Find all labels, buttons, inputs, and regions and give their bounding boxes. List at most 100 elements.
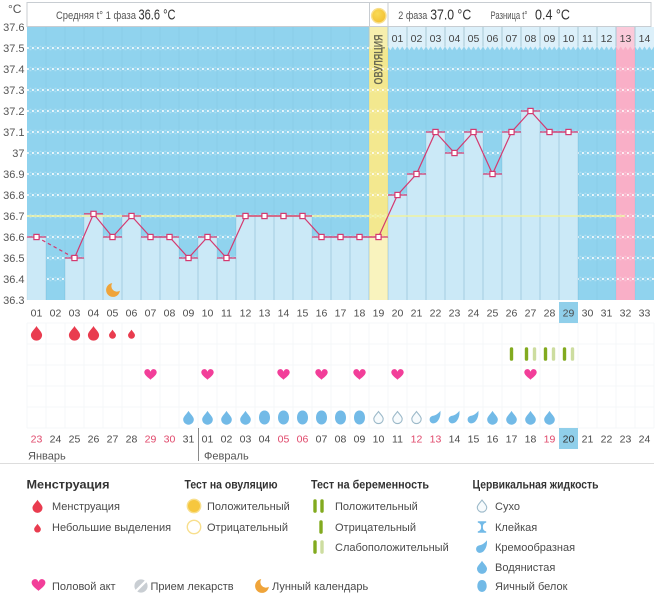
svg-text:25: 25 (487, 308, 499, 320)
svg-text:10: 10 (563, 33, 575, 45)
svg-text:22: 22 (430, 308, 442, 320)
svg-text:20: 20 (563, 434, 575, 446)
svg-text:06: 06 (126, 308, 138, 320)
svg-text:Тест на овуляцию: Тест на овуляцию (185, 478, 278, 492)
svg-text:19: 19 (373, 308, 385, 320)
svg-text:03: 03 (430, 33, 442, 45)
svg-text:21: 21 (582, 434, 594, 446)
svg-text:07: 07 (506, 33, 518, 45)
svg-text:06: 06 (487, 33, 499, 45)
svg-text:14: 14 (278, 308, 290, 320)
svg-text:°C: °C (8, 2, 22, 16)
svg-text:Клейкая: Клейкая (495, 522, 537, 534)
svg-text:Разница t°: Разница t° (491, 10, 528, 22)
svg-text:07: 07 (145, 308, 157, 320)
svg-text:12: 12 (601, 33, 613, 45)
svg-text:Прием лекарств: Прием лекарств (151, 581, 234, 593)
svg-text:04: 04 (449, 33, 461, 45)
svg-text:05: 05 (278, 434, 290, 446)
svg-text:17: 17 (506, 434, 518, 446)
svg-text:31: 31 (601, 308, 613, 320)
svg-text:Яичный белок: Яичный белок (495, 581, 568, 593)
svg-text:36.6 °C: 36.6 °C (139, 7, 176, 24)
svg-text:05: 05 (468, 33, 480, 45)
svg-text:33: 33 (639, 308, 651, 320)
svg-text:10: 10 (202, 308, 214, 320)
svg-text:13: 13 (620, 33, 632, 45)
svg-text:37.3: 37.3 (3, 85, 24, 97)
svg-text:09: 09 (354, 434, 366, 446)
svg-text:Водянистая: Водянистая (495, 562, 555, 574)
svg-text:36.5: 36.5 (3, 253, 24, 265)
svg-text:03: 03 (240, 434, 252, 446)
svg-text:11: 11 (392, 434, 403, 446)
svg-text:27: 27 (107, 434, 119, 446)
svg-text:02: 02 (221, 434, 233, 446)
svg-text:0.4 °C: 0.4 °C (535, 7, 570, 24)
svg-text:04: 04 (259, 434, 271, 446)
svg-text:11: 11 (221, 308, 232, 320)
svg-text:18: 18 (354, 308, 366, 320)
svg-text:15: 15 (297, 308, 309, 320)
svg-text:Менструация: Менструация (27, 478, 110, 492)
svg-text:27: 27 (525, 308, 537, 320)
svg-text:11: 11 (582, 33, 593, 45)
svg-text:Кремообразная: Кремообразная (495, 542, 575, 554)
svg-text:20: 20 (392, 308, 404, 320)
svg-text:09: 09 (544, 33, 556, 45)
svg-text:18: 18 (525, 434, 537, 446)
svg-text:36.7: 36.7 (3, 211, 24, 223)
svg-text:30: 30 (582, 308, 594, 320)
svg-text:12: 12 (411, 434, 423, 446)
svg-text:Средняя t° 1 фаза: Средняя t° 1 фаза (56, 10, 137, 22)
svg-text:10: 10 (373, 434, 385, 446)
svg-text:02: 02 (50, 308, 62, 320)
svg-text:Положительный: Положительный (207, 501, 290, 513)
svg-text:23: 23 (449, 308, 461, 320)
svg-text:26: 26 (506, 308, 518, 320)
svg-text:2 фаза: 2 фаза (398, 10, 428, 22)
svg-text:08: 08 (164, 308, 176, 320)
svg-text:Цервикальная жидкость: Цервикальная жидкость (473, 478, 599, 492)
svg-text:08: 08 (525, 33, 537, 45)
svg-text:13: 13 (259, 308, 271, 320)
svg-text:Менструация: Менструация (52, 501, 120, 513)
svg-text:Отрицательный: Отрицательный (335, 522, 416, 534)
svg-text:36.4: 36.4 (3, 274, 24, 286)
svg-text:Слабоположительный: Слабоположительный (335, 542, 449, 554)
svg-text:01: 01 (202, 434, 214, 446)
svg-text:36.3: 36.3 (3, 295, 24, 307)
svg-text:06: 06 (297, 434, 309, 446)
svg-text:ОВУЛЯЦИЯ: ОВУЛЯЦИЯ (372, 35, 386, 85)
svg-text:Лунный календарь: Лунный календарь (272, 581, 369, 593)
svg-text:Половой акт: Половой акт (52, 581, 116, 593)
svg-text:04: 04 (88, 308, 100, 320)
svg-text:36.9: 36.9 (3, 169, 24, 181)
svg-text:Тест на беременность: Тест на беременность (311, 478, 429, 492)
svg-text:29: 29 (563, 308, 575, 320)
svg-text:31: 31 (183, 434, 195, 446)
svg-text:30: 30 (164, 434, 176, 446)
svg-text:12: 12 (240, 308, 252, 320)
svg-text:16: 16 (487, 434, 499, 446)
svg-text:13: 13 (430, 434, 442, 446)
svg-text:Положительный: Положительный (335, 501, 418, 513)
svg-text:24: 24 (468, 308, 480, 320)
svg-text:Отрицательный: Отрицательный (207, 522, 288, 534)
svg-text:28: 28 (126, 434, 138, 446)
svg-text:23: 23 (620, 434, 632, 446)
svg-text:37.1: 37.1 (3, 127, 24, 139)
svg-text:14: 14 (449, 434, 461, 446)
svg-text:07: 07 (316, 434, 328, 446)
svg-text:09: 09 (183, 308, 195, 320)
svg-text:01: 01 (31, 308, 43, 320)
svg-text:24: 24 (639, 434, 651, 446)
svg-text:26: 26 (88, 434, 100, 446)
svg-text:36.6: 36.6 (3, 232, 24, 244)
svg-text:36.8: 36.8 (3, 190, 24, 202)
svg-text:37: 37 (12, 148, 24, 160)
svg-text:01: 01 (392, 33, 404, 45)
svg-text:Сухо: Сухо (495, 501, 520, 513)
svg-text:17: 17 (335, 308, 347, 320)
svg-text:03: 03 (69, 308, 81, 320)
